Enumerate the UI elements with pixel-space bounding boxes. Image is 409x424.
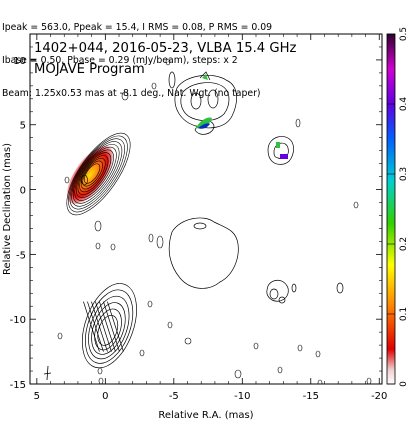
x-tick-label: -20	[371, 391, 387, 402]
plot-frame-group	[29, 33, 383, 385]
jet-knot-north-color	[196, 117, 212, 129]
core-contour-level	[82, 160, 103, 187]
tick-labels: 5 0 -5 -10 -15 -20 10 5 0 -5 -10 -15	[10, 56, 388, 402]
y-tick-label: -5	[16, 250, 26, 261]
southern-lobe-hatch	[83, 301, 100, 352]
core-contours	[66, 132, 131, 216]
southern-lobe-contour-level	[94, 308, 122, 351]
x-tick-label: -5	[169, 391, 179, 402]
image-stats-header: Ipeak = 563.0, Ppeak = 15.4, I RMS = 0.0…	[2, 0, 272, 110]
jet-knot-north-tip	[202, 74, 208, 80]
colorbar-ticks: 0 0.1 0.2 0.3 0.4 0.5	[387, 27, 409, 387]
noise-islands	[57, 58, 372, 384]
core-contour-level	[69, 138, 125, 210]
y-tick-label: 10	[13, 56, 26, 67]
y-axis-label: Relative Declination (mas)	[2, 143, 13, 275]
core-contour-level	[72, 144, 120, 204]
stats-line-beam: Beam: 1.25x0.53 mas at -8.1 deg., Nat. W…	[2, 88, 261, 99]
jet-knot-north	[168, 71, 237, 135]
colorbar-tick-label: 0.4	[399, 97, 409, 112]
plot-frame	[29, 33, 383, 385]
colorbar-tick-label: 0.3	[399, 167, 409, 181]
core-contour-level	[66, 132, 131, 216]
y-tick-label: -10	[10, 315, 26, 326]
southern-lobe-hatch	[99, 301, 116, 352]
southern-lobe-contour-level	[88, 295, 130, 360]
beam-marker	[43, 365, 52, 381]
x-tick-label: -10	[234, 391, 250, 402]
x-tick-label: -15	[303, 391, 319, 402]
southern-lobe-contours	[81, 283, 137, 369]
colorbar-tick-label: 0.1	[399, 307, 409, 321]
southern-lobe-hatch	[91, 301, 108, 352]
colorbar: 0 0.1 0.2 0.3 0.4 0.5	[386, 27, 409, 387]
jet-knot-east	[267, 136, 294, 165]
colorbar-tick-label: 0	[399, 381, 409, 387]
southern-lobe-hatch	[103, 301, 120, 352]
jet-knot-east-color	[276, 142, 280, 148]
stats-line-peak: Ipeak = 563.0, Ppeak = 15.4, I RMS = 0.0…	[2, 22, 273, 33]
y-tick-label: -15	[10, 380, 26, 391]
jet-knot-east-color-2	[280, 154, 288, 159]
core-contour-level	[80, 157, 106, 190]
southern-lobe-contour-level	[81, 283, 137, 369]
southern-lobe-hatch	[87, 301, 104, 352]
core-contour-level	[76, 149, 114, 198]
core-contour-level	[77, 152, 112, 196]
core-contour-level	[79, 155, 109, 193]
jet-knot-north-color-2	[198, 123, 210, 129]
stats-line-base: Ibase = 0.50, Pbase = 0.29 (mJy/beam), s…	[2, 55, 238, 66]
core-contour-level	[74, 146, 117, 201]
southern-lobe-hatch	[107, 301, 124, 352]
emission-contours	[43, 58, 372, 384]
x-axis-label: Relative R.A. (mas)	[158, 410, 253, 421]
map-title: 1402+044, 2016-05-23, VLBA 15.4 GHz	[34, 41, 297, 56]
colorbar-gradient	[386, 33, 396, 385]
southern-lobe-contour-level	[97, 314, 119, 346]
core-secondary-peak	[81, 174, 88, 186]
x-tick-label: 0	[102, 391, 108, 402]
core-contour-level	[83, 163, 101, 184]
diffuse-emission	[168, 217, 344, 304]
colorbar-tick-label: 0.2	[399, 237, 409, 251]
core-contour-level	[68, 135, 128, 213]
x-tick-label: 5	[34, 391, 40, 402]
map-subtitle: MOJAVE Program	[34, 62, 145, 77]
southern-lobe-hatch	[95, 301, 112, 352]
axis-ticks	[30, 33, 382, 385]
core-polarization-fill	[66, 145, 114, 205]
core-contour-level	[71, 141, 123, 207]
southern-lobe-contour-level	[85, 289, 134, 364]
colorbar-tick-label: 0.5	[399, 27, 409, 41]
y-tick-label: 5	[20, 121, 26, 132]
y-tick-label: 0	[20, 186, 26, 197]
